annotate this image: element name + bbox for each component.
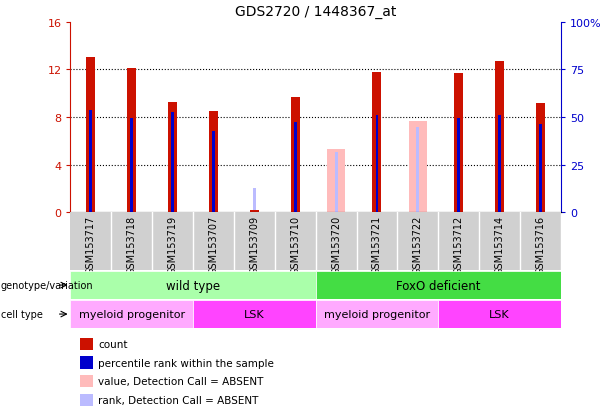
Bar [209, 112, 218, 213]
Bar [457, 119, 460, 213]
Bar [454, 74, 463, 213]
Bar [234, 213, 275, 271]
Bar [168, 102, 177, 213]
Bar [171, 113, 174, 213]
Text: cell type: cell type [1, 309, 42, 319]
Text: value, Detection Call = ABSENT: value, Detection Call = ABSENT [98, 376, 264, 386]
Bar [193, 300, 316, 328]
Bar [112, 213, 152, 271]
Bar [250, 211, 259, 213]
Text: GSM153718: GSM153718 [127, 216, 137, 275]
Text: percentile rank within the sample: percentile rank within the sample [98, 358, 274, 368]
Bar [275, 213, 316, 271]
Bar [498, 115, 501, 213]
Bar [89, 111, 93, 213]
Bar [520, 213, 561, 271]
Bar [335, 152, 338, 213]
Text: GSM153709: GSM153709 [249, 216, 259, 275]
Bar [409, 121, 427, 213]
Bar [397, 213, 438, 271]
Bar [316, 271, 561, 299]
Bar [70, 271, 316, 299]
Bar [495, 62, 504, 213]
Text: wild type: wild type [166, 279, 220, 292]
Bar [253, 189, 256, 213]
Text: myeloid progenitor: myeloid progenitor [324, 309, 430, 319]
Bar [131, 119, 133, 213]
Bar [86, 58, 96, 213]
Text: LSK: LSK [489, 309, 510, 319]
Bar [70, 213, 112, 271]
Text: GSM153716: GSM153716 [536, 216, 546, 275]
Text: GSM153719: GSM153719 [168, 216, 178, 275]
Bar [373, 73, 381, 213]
Text: myeloid progenitor: myeloid progenitor [78, 309, 185, 319]
Text: FoxO deficient: FoxO deficient [396, 279, 481, 292]
Bar [438, 300, 561, 328]
Bar [294, 122, 297, 213]
Bar [70, 300, 193, 328]
Text: GSM153722: GSM153722 [413, 216, 423, 275]
Bar [539, 125, 542, 213]
Text: rank, Detection Call = ABSENT: rank, Detection Call = ABSENT [98, 395, 259, 405]
Text: genotype/variation: genotype/variation [1, 280, 93, 290]
Bar [316, 213, 357, 271]
Text: GSM153714: GSM153714 [495, 216, 504, 275]
Bar [479, 213, 520, 271]
Text: GSM153712: GSM153712 [454, 216, 463, 275]
Text: GSM153717: GSM153717 [86, 216, 96, 275]
Bar [438, 213, 479, 271]
Bar [291, 97, 300, 213]
Bar [376, 115, 378, 213]
Bar [327, 150, 345, 213]
Bar [316, 300, 438, 328]
Text: count: count [98, 339, 128, 349]
Bar [128, 69, 136, 213]
Text: GSM153720: GSM153720 [331, 216, 341, 275]
Bar [152, 213, 193, 271]
Text: GSM153707: GSM153707 [208, 216, 218, 275]
Text: GSM153721: GSM153721 [372, 216, 382, 275]
Bar [536, 104, 545, 213]
Text: GSM153710: GSM153710 [291, 216, 300, 275]
Bar [416, 127, 419, 213]
Bar [212, 132, 215, 213]
Title: GDS2720 / 1448367_at: GDS2720 / 1448367_at [235, 5, 397, 19]
Bar [357, 213, 397, 271]
Bar [193, 213, 234, 271]
Text: LSK: LSK [244, 309, 265, 319]
